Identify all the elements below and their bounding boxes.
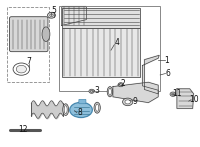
Text: 5: 5 — [51, 6, 56, 15]
Text: 9: 9 — [132, 97, 137, 106]
Circle shape — [16, 65, 26, 73]
FancyBboxPatch shape — [86, 9, 106, 22]
Ellipse shape — [42, 27, 50, 41]
Ellipse shape — [70, 102, 92, 118]
FancyBboxPatch shape — [59, 6, 160, 91]
Polygon shape — [142, 55, 159, 94]
Text: 8: 8 — [77, 108, 82, 117]
Polygon shape — [113, 82, 158, 103]
Circle shape — [118, 83, 124, 87]
Circle shape — [170, 92, 176, 96]
Circle shape — [125, 100, 130, 104]
Text: 2: 2 — [120, 79, 125, 88]
Text: 11: 11 — [172, 89, 182, 98]
Polygon shape — [62, 6, 86, 25]
FancyBboxPatch shape — [10, 17, 48, 52]
Text: 7: 7 — [27, 57, 32, 66]
Polygon shape — [177, 89, 194, 108]
Text: 10: 10 — [189, 95, 198, 104]
Text: 12: 12 — [19, 125, 28, 134]
FancyBboxPatch shape — [62, 8, 140, 28]
Text: 6: 6 — [166, 69, 170, 78]
Text: 1: 1 — [165, 56, 169, 65]
Text: 4: 4 — [114, 38, 119, 47]
Ellipse shape — [96, 104, 99, 111]
Text: 3: 3 — [95, 86, 100, 95]
Ellipse shape — [94, 102, 100, 113]
FancyBboxPatch shape — [7, 6, 49, 82]
Ellipse shape — [107, 87, 113, 97]
FancyBboxPatch shape — [62, 28, 140, 77]
Ellipse shape — [63, 104, 69, 115]
Ellipse shape — [109, 88, 111, 95]
Circle shape — [89, 89, 94, 93]
Ellipse shape — [64, 106, 67, 114]
Circle shape — [123, 98, 133, 106]
FancyBboxPatch shape — [79, 99, 86, 104]
Circle shape — [48, 12, 55, 18]
